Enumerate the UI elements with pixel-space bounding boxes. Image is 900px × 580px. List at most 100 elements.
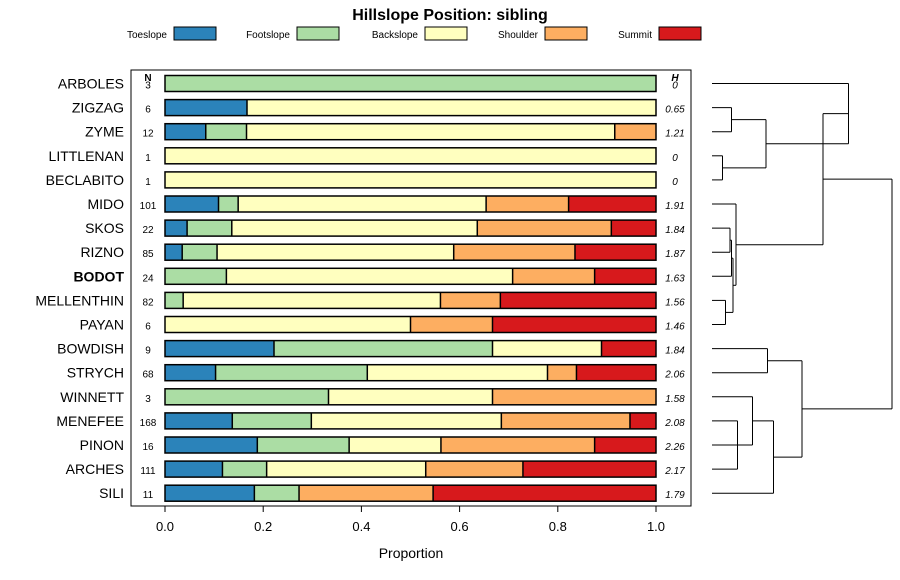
n-value: 22 [142, 225, 154, 236]
row-label: ZYME [85, 124, 124, 140]
bar-segment-toeslope [165, 244, 183, 261]
bar-outline [164, 98, 657, 117]
n-value: 9 [145, 346, 151, 357]
row-label: MENEFEE [56, 413, 124, 429]
row-label: MIDO [87, 196, 124, 212]
bar-segment-backslope [246, 123, 615, 140]
h-value: 2.08 [664, 418, 685, 429]
bar-segment-summit [433, 485, 656, 502]
row-label: LITTLENAN [49, 148, 124, 164]
bar-segment-backslope [165, 171, 656, 188]
bar-segment-backslope [266, 461, 426, 478]
bar-segment-summit [611, 220, 656, 237]
h-value: 1.46 [665, 322, 685, 333]
n-value: 24 [142, 273, 154, 284]
h-value: 1.79 [665, 490, 685, 501]
bar-segment-footslope [274, 340, 493, 357]
bar-segment-backslope [247, 99, 656, 116]
bar-segment-backslope [165, 147, 656, 164]
bar-segment-toeslope [165, 412, 233, 429]
bar-outline [164, 243, 657, 261]
bar-segment-toeslope [165, 437, 258, 453]
legend-swatch-footslope [296, 26, 340, 41]
bar-segment-backslope [165, 316, 411, 333]
bar-outline [164, 460, 657, 478]
row-label: ZIGZAG [72, 100, 124, 116]
bar-outline [164, 195, 657, 213]
bar-segment-toeslope [165, 340, 274, 357]
bar-segment-summit [576, 364, 656, 381]
bar-rows: ARBOLES 3 0 ZIGZAG 6 0.65 ZYME 12 1.21 LITTLENAN 1… [35, 74, 685, 502]
bar-outline [164, 412, 657, 430]
row-label: BOWDISH [57, 341, 124, 357]
n-value: 3 [145, 394, 151, 405]
bar-segment-backslope [238, 196, 487, 212]
legend-label-toeslope: Toeslope [127, 30, 167, 41]
x-axis-label: Proportion [379, 545, 444, 561]
bar-segment-summit [522, 461, 656, 478]
x-tick-label: 0.0 [156, 519, 174, 534]
bar-segment-toeslope [165, 364, 216, 381]
x-tick-label: 0.4 [352, 519, 370, 534]
legend-swatch-toeslope [173, 26, 217, 41]
bar-segment-shoulder [477, 220, 612, 237]
n-value: 68 [142, 370, 154, 381]
h-value: 2.06 [664, 370, 685, 381]
bar-segment-backslope [492, 340, 602, 357]
bar-segment-shoulder [547, 364, 577, 381]
n-value: 82 [142, 297, 154, 308]
bar-segment-footslope [165, 292, 184, 309]
h-value: 0 [672, 81, 678, 92]
bar-segment-shoulder [440, 292, 501, 309]
h-value: 1.84 [665, 225, 685, 236]
plot-frame [130, 69, 692, 507]
bar-segment-footslope [165, 268, 227, 285]
row-label: ARCHES [66, 461, 124, 477]
n-value: 111 [140, 466, 156, 477]
legend-label-summit: Summit [618, 30, 652, 41]
bar-segment-footslope [165, 388, 329, 405]
h-value: 0 [672, 153, 678, 164]
bar-segment-footslope [257, 437, 350, 453]
bar-outline [164, 74, 657, 93]
x-tick-label: 0.2 [254, 519, 272, 534]
bar-outline [164, 147, 657, 165]
row-label: BECLABITO [46, 172, 124, 188]
bar-segment-shoulder [614, 123, 656, 140]
bar-segment-shoulder [501, 412, 630, 429]
n-value: 1 [145, 177, 151, 188]
bar-segment-toeslope [165, 461, 223, 478]
h-value: 1.58 [665, 394, 685, 405]
bar-segment-shoulder [299, 485, 434, 502]
bar-segment-toeslope [165, 220, 188, 237]
bar-segment-toeslope [165, 99, 247, 116]
row-label: STRYCH [67, 365, 124, 381]
h-value: 0.65 [665, 105, 685, 116]
h-value: 2.26 [664, 442, 685, 453]
legend-label-shoulder: Shoulder [498, 30, 539, 41]
bar-segment-toeslope [165, 196, 219, 212]
bar-outline [164, 436, 657, 454]
n-value: 6 [145, 322, 151, 333]
bar-outline [164, 171, 657, 189]
row-label: WINNETT [60, 389, 124, 405]
n-value: 11 [143, 490, 154, 501]
dendrogram [712, 83, 893, 494]
legend-swatch-summit [658, 26, 702, 41]
bar-segment-footslope [222, 461, 267, 478]
bar-segment-footslope [182, 244, 218, 261]
n-value: 16 [142, 442, 154, 453]
bar-segment-toeslope [165, 123, 206, 140]
row-label: SILI [99, 485, 124, 501]
bar-segment-footslope [215, 364, 368, 381]
bar-segment-summit [629, 412, 656, 429]
bar-outline [164, 219, 657, 237]
bar-segment-backslope [349, 437, 441, 453]
bar-segment-shoulder [425, 461, 523, 478]
n-value: 6 [145, 105, 151, 116]
bar-outline [164, 388, 657, 406]
n-value: 3 [145, 81, 151, 92]
bar-segment-backslope [231, 220, 478, 237]
bar-segment-backslope [217, 244, 454, 261]
bar-segment-shoulder [492, 388, 656, 405]
